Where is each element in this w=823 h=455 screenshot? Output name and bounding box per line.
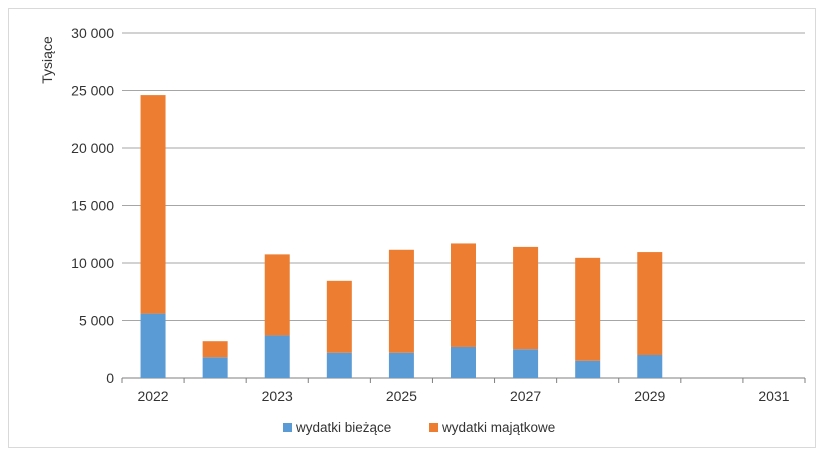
bar-current-2025 [326,352,352,378]
bar-current-2022 [140,313,166,378]
bar-capital-2030 [637,252,663,355]
bar-current-2029 [575,360,601,378]
y-tick-label: 15 000 [71,198,114,214]
bar-capital-2026 [388,249,414,353]
bar-current-2023 [202,357,228,378]
legend-label-current: wydatki bieżące [295,420,391,435]
y-axis-title: Tysiące [39,36,55,84]
bar-current-2027 [451,346,476,378]
legend-swatch-capital [429,423,438,432]
bar-capital-2023 [202,341,228,358]
bar-capital-2028 [513,246,539,350]
bar-capital-2022 [140,95,166,314]
x-tick-label: 2029 [634,388,665,404]
bar-capital-2027 [451,243,476,347]
bar-current-2026 [388,352,414,378]
x-tick-label: 2027 [510,388,541,404]
bar-capital-2024 [264,254,290,336]
bar-current-2030 [637,355,663,378]
x-tick-label: 2031 [758,388,789,404]
x-tick-label: 2023 [262,388,293,404]
x-tick-label: 2022 [137,388,168,404]
x-tick-label: 2025 [386,388,417,404]
bar-capital-2025 [326,280,352,353]
bar-current-2028 [513,349,539,378]
y-tick-label: 30 000 [71,25,114,41]
y-tick-label: 10 000 [71,255,114,271]
y-tick-label: 25 000 [71,83,114,99]
legend-label-capital: wydatki majątkowe [441,420,555,435]
bar-current-2024 [264,335,290,378]
y-tick-label: 20 000 [71,140,114,156]
y-tick-label: 0 [106,370,114,386]
legend-swatch-current [283,423,292,432]
y-tick-label: 5 000 [79,313,114,329]
bar-capital-2029 [575,257,601,361]
